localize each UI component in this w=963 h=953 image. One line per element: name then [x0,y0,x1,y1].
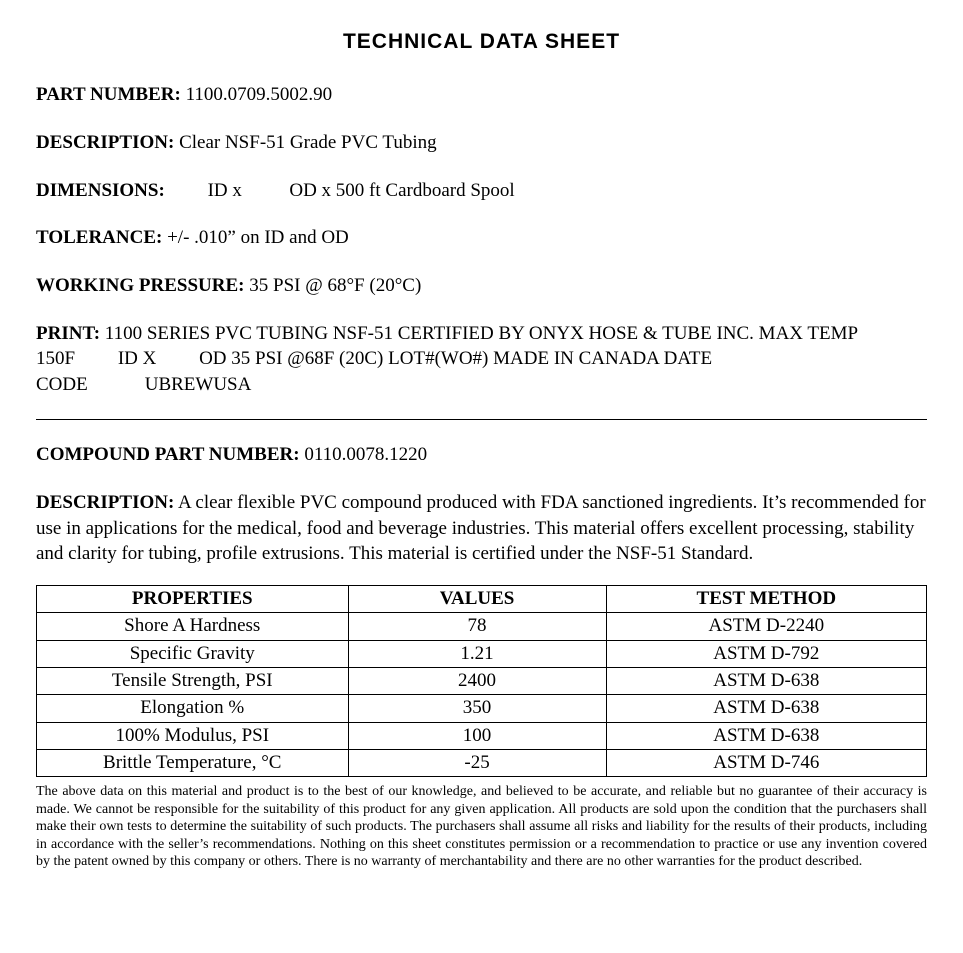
table-row: Shore A Hardness 78 ASTM D-2240 [37,613,927,640]
cell-test: ASTM D-638 [606,722,926,749]
cell-value: 1.21 [348,640,606,667]
field-description: DESCRIPTION: Clear NSF-51 Grade PVC Tubi… [36,130,927,156]
cell-property: Brittle Temperature, °C [37,749,349,776]
cell-test: ASTM D-792 [606,640,926,667]
working-pressure-label: WORKING PRESSURE: [36,275,245,296]
table-row: Brittle Temperature, °C -25 ASTM D-746 [37,749,927,776]
cell-property: Specific Gravity [37,640,349,667]
compound-part-value: 0110.0078.1220 [300,444,428,465]
table-header-row: PROPERTIES VALUES TEST METHOD [37,586,927,613]
properties-table: PROPERTIES VALUES TEST METHOD Shore A Ha… [36,585,927,777]
cell-property: Shore A Hardness [37,613,349,640]
table-row: Specific Gravity 1.21 ASTM D-792 [37,640,927,667]
table-row: Tensile Strength, PSI 2400 ASTM D-638 [37,667,927,694]
description-label: DESCRIPTION: [36,132,174,153]
field-tolerance: TOLERANCE: +/- .010” on ID and OD [36,225,927,251]
field-compound-description: DESCRIPTION: A clear flexible PVC compou… [36,490,927,567]
cell-value: -25 [348,749,606,776]
cell-test: ASTM D-638 [606,667,926,694]
working-pressure-value: 35 PSI @ 68°F (20°C) [245,275,422,296]
dimensions-label: DIMENSIONS: [36,180,165,201]
part-number-label: PART NUMBER: [36,84,181,105]
disclaimer-text: The above data on this material and prod… [36,783,927,871]
cell-test: ASTM D-638 [606,695,926,722]
print-label: PRINT: [36,323,100,344]
cell-value: 2400 [348,667,606,694]
section-divider [36,419,927,420]
cell-value: 100 [348,722,606,749]
field-print: PRINT: 1100 SERIES PVC TUBING NSF-51 CER… [36,321,927,398]
cell-value: 78 [348,613,606,640]
col-header-test-method: TEST METHOD [606,586,926,613]
field-dimensions: DIMENSIONS: ID x OD x 500 ft Cardboard S… [36,178,927,204]
cell-property: 100% Modulus, PSI [37,722,349,749]
compound-desc-label: DESCRIPTION: [36,492,174,513]
dimensions-value: ID x OD x 500 ft Cardboard Spool [165,180,515,201]
cell-test: ASTM D-746 [606,749,926,776]
cell-test: ASTM D-2240 [606,613,926,640]
description-value: Clear NSF-51 Grade PVC Tubing [174,132,436,153]
field-compound-part: COMPOUND PART NUMBER: 0110.0078.1220 [36,442,927,468]
cell-value: 350 [348,695,606,722]
compound-part-label: COMPOUND PART NUMBER: [36,444,300,465]
print-value: 1100 SERIES PVC TUBING NSF-51 CERTIFIED … [36,323,857,395]
part-number-value: 1100.0709.5002.90 [181,84,332,105]
cell-property: Elongation % [37,695,349,722]
field-working-pressure: WORKING PRESSURE: 35 PSI @ 68°F (20°C) [36,273,927,299]
table-row: Elongation % 350 ASTM D-638 [37,695,927,722]
tolerance-label: TOLERANCE: [36,227,162,248]
cell-property: Tensile Strength, PSI [37,667,349,694]
field-part-number: PART NUMBER: 1100.0709.5002.90 [36,82,927,108]
col-header-values: VALUES [348,586,606,613]
page-title: TECHNICAL DATA SHEET [36,28,927,56]
table-row: 100% Modulus, PSI 100 ASTM D-638 [37,722,927,749]
tolerance-value: +/- .010” on ID and OD [162,227,348,248]
col-header-properties: PROPERTIES [37,586,349,613]
